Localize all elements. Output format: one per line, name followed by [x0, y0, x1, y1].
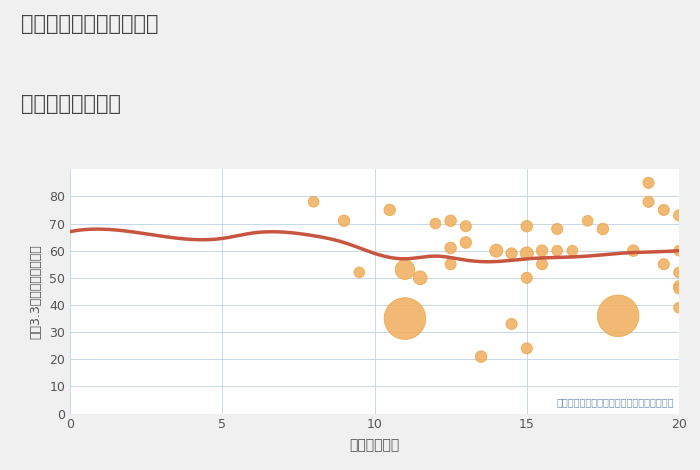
Point: [521, 274, 532, 282]
Point: [491, 247, 502, 254]
Point: [399, 315, 410, 322]
Point: [643, 198, 655, 205]
Point: [582, 217, 594, 225]
Point: [445, 217, 456, 225]
Point: [506, 250, 517, 257]
Point: [552, 247, 563, 254]
Point: [643, 179, 655, 187]
Point: [673, 269, 685, 276]
Point: [673, 304, 685, 312]
Point: [567, 247, 578, 254]
Text: 駅距離別土地価格: 駅距離別土地価格: [21, 94, 121, 114]
Point: [658, 260, 669, 268]
Point: [506, 320, 517, 328]
Point: [399, 266, 410, 274]
Point: [521, 345, 532, 352]
Point: [461, 222, 472, 230]
Point: [384, 206, 395, 214]
Point: [354, 269, 365, 276]
Point: [673, 285, 685, 292]
Point: [552, 225, 563, 233]
Point: [445, 244, 456, 252]
Point: [308, 198, 319, 205]
Y-axis label: 坪（3.3㎡）単価（万円）: 坪（3.3㎡）単価（万円）: [29, 244, 42, 339]
Text: 東京都東村山市恩多町の: 東京都東村山市恩多町の: [21, 14, 158, 34]
Point: [430, 220, 441, 227]
Point: [658, 206, 669, 214]
Text: 円の大きさは、取引のあった物件面積を示す: 円の大きさは、取引のあった物件面積を示す: [557, 397, 674, 407]
Point: [597, 225, 608, 233]
Point: [536, 247, 547, 254]
Point: [673, 247, 685, 254]
Point: [536, 260, 547, 268]
Point: [445, 260, 456, 268]
X-axis label: 駅距離（分）: 駅距離（分）: [349, 439, 400, 453]
Point: [414, 274, 426, 282]
Point: [521, 250, 532, 257]
Point: [521, 222, 532, 230]
Point: [612, 312, 624, 320]
Point: [461, 239, 472, 246]
Point: [628, 247, 639, 254]
Point: [673, 282, 685, 290]
Point: [339, 217, 350, 225]
Point: [673, 212, 685, 219]
Point: [475, 353, 486, 360]
